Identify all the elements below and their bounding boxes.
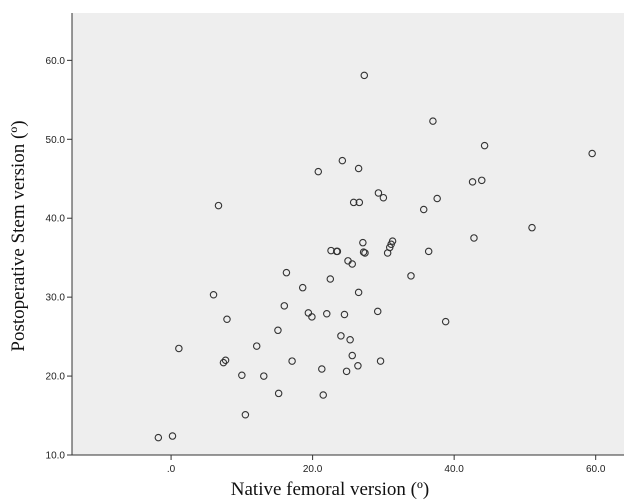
data-point — [319, 391, 327, 399]
data-point — [388, 237, 397, 245]
data-point — [252, 342, 261, 350]
data-point — [528, 223, 536, 232]
data-point — [470, 234, 478, 242]
data-point — [424, 247, 433, 256]
y-tick-label: 50.0 — [46, 135, 66, 146]
data-point — [419, 205, 428, 214]
data-point — [154, 433, 163, 442]
data-point — [323, 309, 331, 318]
data-point — [274, 326, 282, 335]
data-point — [588, 149, 596, 158]
data-point — [374, 189, 383, 197]
data-point — [274, 389, 283, 398]
data-point — [433, 194, 441, 203]
data-point — [376, 357, 385, 365]
plot-area — [72, 13, 624, 455]
data-point — [337, 332, 345, 340]
data-point — [379, 193, 388, 202]
data-point — [282, 268, 291, 277]
data-point — [407, 272, 415, 280]
data-point — [175, 344, 183, 353]
data-point — [238, 371, 246, 380]
y-axis-ticks: 10.0 20.0 30.0 40.0 50.0 60.0 — [46, 56, 72, 462]
y-axis-title: Postoperative Stem version (º) — [8, 120, 29, 351]
data-point — [219, 358, 228, 367]
x-axis-ticks: .0 20.0 40.0 60.0 — [167, 455, 606, 475]
data-point — [354, 288, 363, 297]
data-point — [478, 176, 486, 185]
data-point — [373, 307, 382, 316]
data-point — [480, 141, 489, 150]
data-point — [354, 164, 363, 173]
data-point — [346, 336, 354, 344]
data-point — [288, 357, 296, 365]
x-axis-title: Native femoral version (º) — [231, 479, 429, 500]
data-point — [308, 313, 316, 321]
data-point — [168, 432, 177, 440]
data-point — [260, 372, 268, 380]
y-tick-label: 30.0 — [46, 293, 66, 304]
data-point — [355, 198, 364, 207]
data-point — [348, 260, 356, 268]
data-point — [333, 247, 342, 256]
data-point — [338, 156, 347, 165]
data-point — [326, 275, 335, 283]
y-tick-label: 40.0 — [46, 214, 66, 225]
data-points — [154, 71, 596, 442]
data-point — [314, 167, 323, 176]
data-point — [298, 283, 307, 292]
data-point — [359, 238, 367, 247]
data-point — [361, 249, 369, 257]
data-point — [214, 201, 223, 210]
data-point — [241, 410, 250, 419]
x-tick-label: 60.0 — [586, 464, 606, 475]
data-point — [429, 117, 437, 125]
y-tick-label: 60.0 — [46, 56, 66, 67]
x-tick-label: 20.0 — [303, 464, 323, 475]
data-point — [441, 317, 450, 326]
y-tick-label: 20.0 — [46, 372, 66, 383]
data-point — [348, 351, 356, 360]
x-tick-label: 40.0 — [444, 464, 464, 475]
data-point — [360, 71, 369, 80]
data-point — [342, 367, 351, 376]
data-point — [349, 198, 358, 207]
data-point — [354, 362, 362, 370]
data-point — [223, 315, 231, 323]
y-tick-label: 10.0 — [46, 451, 66, 462]
x-tick-label: .0 — [167, 464, 176, 475]
data-point — [318, 365, 326, 373]
data-point — [468, 178, 477, 186]
data-point — [209, 291, 218, 299]
data-point — [280, 302, 289, 310]
data-point — [221, 356, 230, 365]
data-point — [340, 310, 349, 319]
